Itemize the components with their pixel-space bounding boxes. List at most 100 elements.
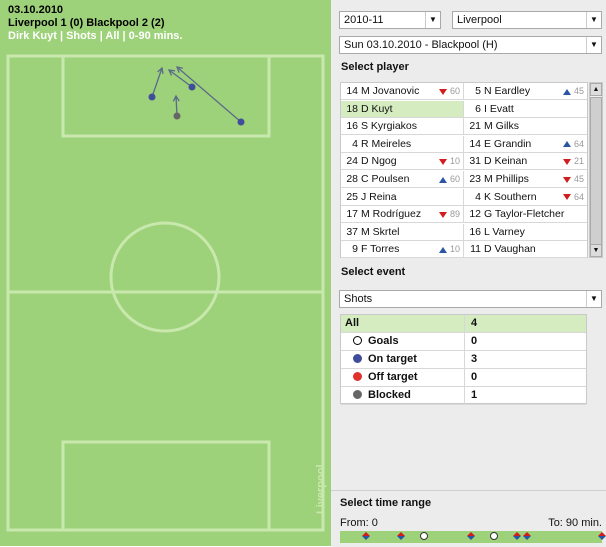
goal-marker-icon [353, 335, 362, 345]
player-number: 6 [475, 102, 481, 115]
timeline-event-marker[interactable] [598, 532, 606, 542]
substitution-indicator: 64 [562, 136, 584, 152]
event-row[interactable]: On target 3 [341, 351, 586, 369]
substitution-minute: 89 [449, 209, 460, 220]
player-name: J Reina [361, 190, 397, 203]
chevron-down-icon[interactable]: ▼ [586, 12, 601, 28]
on-target-shot-dot[interactable] [148, 93, 156, 101]
event-row[interactable]: All 4 [341, 315, 586, 333]
timeline-event-marker[interactable] [397, 532, 405, 542]
event-label: All [345, 317, 360, 329]
timeline-event-marker[interactable] [513, 532, 521, 542]
player-cell[interactable]: 21 M Gilks [464, 118, 587, 136]
shot-line [168, 69, 193, 88]
scroll-down-icon[interactable]: ▼ [590, 244, 602, 257]
player-row: 37 M Skrtel 16 L Varney [341, 223, 587, 242]
player-name: C Poulsen [361, 173, 410, 185]
sub-off-arrow-icon [562, 159, 571, 166]
team-select-value: Liverpool [457, 14, 502, 26]
player-cell[interactable]: 16 L Varney [464, 224, 587, 241]
player-number: 28 [346, 173, 358, 185]
timeline-event-marker[interactable] [467, 532, 475, 542]
select-player-title: Select player [341, 61, 409, 73]
player-cell[interactable]: 14 E Grandin 64 [464, 136, 587, 153]
event-row[interactable]: Off target 0 [341, 369, 586, 387]
player-cell[interactable]: 17 M Rodríguez 89 [341, 206, 464, 224]
shot-line [176, 66, 242, 123]
event-label-cell: All [341, 315, 465, 332]
team-select[interactable]: Liverpool ▼ [452, 11, 602, 29]
event-count: 4 [471, 317, 478, 329]
player-cell[interactable]: 37 M Skrtel [341, 223, 464, 241]
season-select-value: 2010-11 [344, 14, 384, 26]
player-number: 31 [469, 155, 481, 168]
player-number: 25 [346, 190, 358, 203]
player-cell[interactable]: 28 C Poulsen 60 [341, 171, 464, 188]
chevron-down-icon[interactable]: ▼ [586, 37, 601, 53]
player-cell[interactable]: 12 G Taylor-Fletcher [464, 206, 587, 224]
player-name: R Meireles [361, 137, 412, 150]
player-row: 24 D Ngog 10 31 D Keinan 21 [341, 153, 587, 171]
scroll-up-icon[interactable]: ▲ [590, 83, 602, 96]
player-cell[interactable]: 31 D Keinan 21 [464, 153, 587, 171]
timeline-event-marker[interactable] [420, 532, 428, 542]
player-number: 21 [469, 120, 481, 133]
player-cell[interactable]: 11 D Vaughan [464, 241, 587, 259]
event-label: Goals [368, 335, 399, 347]
player-cell[interactable]: 16 S Kyrgiakos [341, 118, 464, 136]
season-select[interactable]: 2010-11 ▼ [339, 11, 441, 29]
event-select[interactable]: Shots ▼ [339, 290, 602, 308]
player-number: 16 [346, 120, 358, 133]
player-row: 28 C Poulsen 60 23 M Phillips 45 [341, 171, 587, 189]
event-count: 0 [471, 335, 478, 347]
on-target-shot-dot[interactable] [188, 83, 196, 91]
timeline-event-marker[interactable] [523, 532, 531, 542]
time-from-label: From: 0 [340, 517, 378, 529]
player-scrollbar[interactable]: ▲ ▼ [589, 82, 603, 258]
chevron-down-icon[interactable]: ▼ [425, 12, 440, 28]
chevron-down-icon[interactable]: ▼ [586, 291, 601, 307]
player-cell[interactable]: 25 J Reina [341, 188, 464, 206]
on-target-shot-dot[interactable] [237, 118, 245, 126]
player-cell[interactable]: 23 M Phillips 45 [464, 171, 587, 188]
player-cell[interactable]: 24 D Ngog 10 [341, 153, 464, 171]
player-name: N Eardley [484, 85, 531, 97]
player-number: 14 [469, 137, 481, 150]
event-row[interactable]: Goals 0 [341, 333, 586, 351]
event-select-value: Shots [344, 293, 373, 305]
timeline-event-marker[interactable] [490, 532, 498, 542]
player-name: M Rodríguez [361, 208, 422, 221]
substitution-minute: 64 [573, 191, 584, 202]
sub-on-arrow-icon [562, 141, 571, 148]
substitution-indicator: 60 [438, 83, 460, 99]
player-number: 24 [346, 155, 358, 168]
shot-line [151, 67, 163, 98]
blocked-shot-dot[interactable] [173, 112, 181, 120]
player-name: I Evatt [484, 102, 514, 115]
player-cell[interactable]: 14 M Jovanovic 60 [341, 83, 464, 100]
player-name: S Kyrgiakos [361, 120, 418, 133]
player-cell[interactable]: 18 D Kuyt [341, 100, 464, 118]
player-number: 9 [352, 243, 358, 256]
player-row: 18 D Kuyt 6 I Evatt [341, 100, 587, 119]
player-name: M Jovanovic [361, 85, 420, 97]
sub-off-arrow-icon [562, 176, 571, 183]
event-row[interactable]: Blocked 1 [341, 387, 586, 405]
scroll-thumb[interactable] [590, 97, 602, 245]
timeline-event-marker[interactable] [362, 532, 370, 542]
player-name: D Kuyt [361, 102, 393, 115]
fixture-select[interactable]: Sun 03.10.2010 - Blackpool (H) ▼ [339, 36, 602, 54]
shots-layer [148, 66, 245, 126]
top-penalty-area [61, 54, 271, 138]
centre-circle [109, 221, 221, 333]
time-range-slider[interactable] [340, 531, 606, 543]
substitution-indicator: 60 [438, 171, 460, 187]
player-number: 5 [475, 85, 481, 97]
player-number: 11 [470, 243, 481, 256]
